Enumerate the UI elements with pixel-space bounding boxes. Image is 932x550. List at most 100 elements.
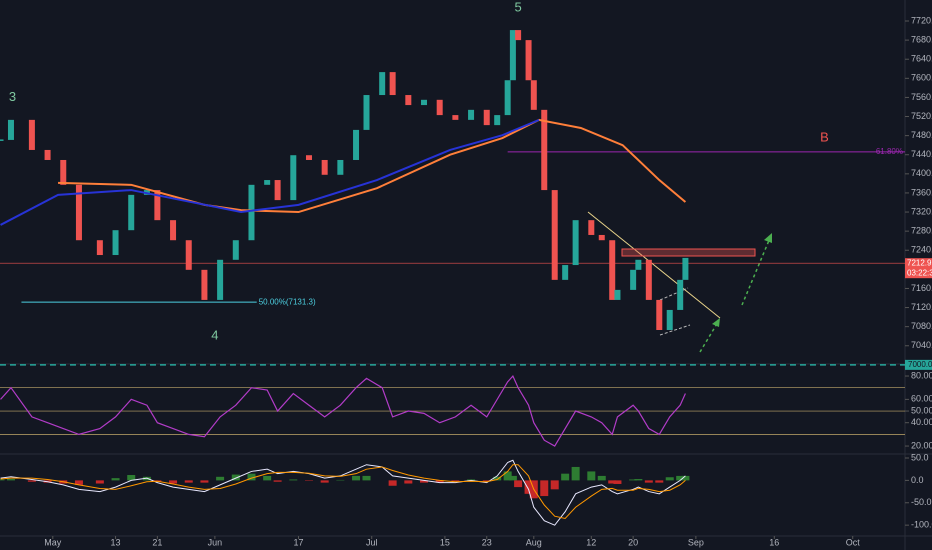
x-tick-label: 20	[628, 537, 638, 547]
candle	[635, 259, 642, 270]
y-tick-label: 7400.0	[911, 168, 932, 178]
histogram-bar	[493, 476, 502, 481]
resistance-box	[621, 248, 756, 257]
histogram-bar	[514, 480, 523, 488]
histogram-bar	[404, 480, 413, 484]
candle	[60, 159, 67, 185]
x-tick-label: Jun	[208, 537, 223, 547]
candle	[248, 184, 255, 241]
y-tick-label: -50.0	[911, 497, 932, 507]
rsi-line	[0, 374, 686, 447]
histogram-bar	[587, 471, 596, 481]
x-tick-label: Sep	[688, 537, 704, 547]
candle	[614, 289, 621, 300]
histogram-bar	[362, 475, 371, 481]
histogram-bar	[482, 480, 491, 482]
histogram-bar	[27, 480, 36, 482]
y-tick-label: 50.0	[911, 452, 929, 462]
histogram-bar	[644, 480, 653, 483]
macd-line	[0, 459, 686, 526]
x-tick-label: Aug	[526, 537, 542, 547]
y-tick-label: 7280.0	[911, 226, 932, 236]
candle	[112, 230, 119, 256]
candle	[363, 95, 370, 130]
countdown: 03:22:38	[907, 268, 932, 277]
candle	[75, 184, 82, 241]
candle	[264, 180, 271, 185]
y-tick-label: 7680.0	[911, 34, 932, 44]
candle	[515, 30, 522, 41]
y-tick-label: 80.00	[911, 370, 932, 380]
y-tick-label: 7240.0	[911, 245, 932, 255]
candle	[562, 265, 569, 280]
wave-label: 3	[9, 89, 16, 104]
histogram-bar	[184, 480, 193, 483]
candle	[28, 119, 35, 150]
histogram-bar	[6, 479, 15, 481]
arrow	[741, 237, 771, 306]
histogram-bar	[451, 480, 460, 482]
histogram-bar	[503, 471, 512, 481]
x-tick-label: Jul	[366, 537, 378, 547]
candle	[96, 240, 103, 256]
x-tick-label: 15	[440, 537, 450, 547]
histogram-bar	[634, 479, 643, 481]
histogram-bar	[540, 480, 549, 497]
channel-line	[659, 324, 691, 336]
histogram-bar	[273, 480, 282, 482]
histogram-bar	[665, 477, 674, 481]
histogram-bar	[655, 480, 664, 483]
last-price-label: 7212.9	[907, 258, 932, 267]
y-tick-label: 7440.0	[911, 149, 932, 159]
candle	[452, 115, 459, 120]
x-tick-label: Oct	[846, 537, 861, 547]
y-tick-label: 7640.0	[911, 54, 932, 64]
y-tick-label: 7160.0	[911, 283, 932, 293]
histogram-bar	[0, 479, 5, 481]
histogram-bar	[263, 475, 272, 481]
candle	[525, 40, 532, 81]
histogram-bar	[608, 480, 617, 484]
histogram-bar	[508, 475, 517, 481]
y-tick-label: 7360.0	[911, 187, 932, 197]
candle	[421, 99, 428, 106]
histogram-bar	[597, 475, 606, 481]
y-tick-label: 7600.0	[911, 73, 932, 83]
candle	[468, 109, 475, 120]
candle	[217, 259, 224, 300]
y-tick-label: 7720.0	[911, 15, 932, 25]
x-tick-label: 12	[586, 537, 596, 547]
x-tick-label: 13	[111, 537, 121, 547]
arrow-head	[764, 233, 772, 243]
candle	[154, 190, 161, 221]
histogram-bar	[200, 480, 209, 483]
y-tick-label: 7560.0	[911, 92, 932, 102]
histogram-bar	[676, 475, 685, 481]
x-tick-label: 17	[294, 537, 304, 547]
wave-label: B	[820, 129, 829, 144]
y-tick-label: 7120.0	[911, 302, 932, 312]
y-tick-label: 0.0	[911, 475, 924, 485]
histogram-bar	[169, 480, 178, 484]
candle	[305, 155, 312, 160]
arrow-head	[712, 318, 720, 327]
candle	[185, 240, 192, 270]
x-tick-label: 16	[769, 537, 779, 547]
candle	[44, 149, 51, 160]
candle	[170, 220, 177, 241]
trend-line	[587, 211, 721, 319]
candle	[530, 80, 537, 110]
candle	[551, 190, 558, 280]
histogram-bar	[550, 480, 559, 490]
y-tick-label: 7080.0	[911, 321, 932, 331]
histogram-bar	[352, 475, 361, 481]
wave-label: 5	[514, 0, 521, 15]
support-tag	[905, 359, 932, 370]
histogram-bar	[435, 480, 444, 483]
candle	[645, 259, 652, 300]
candle	[494, 115, 501, 126]
y-tick-label: 7320.0	[911, 206, 932, 216]
